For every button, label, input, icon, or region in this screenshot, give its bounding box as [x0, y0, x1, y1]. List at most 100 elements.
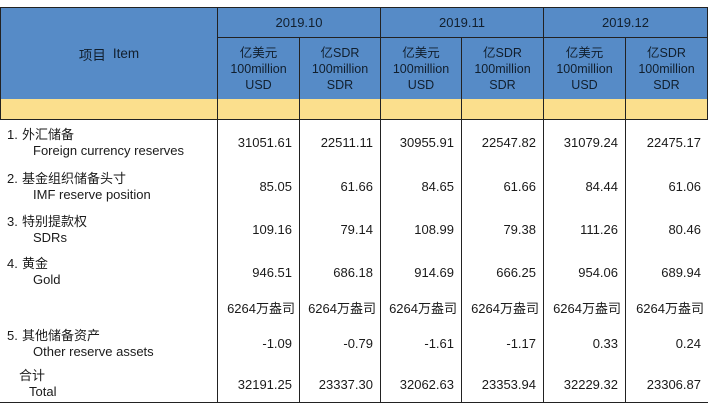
item-cell: 2. 基金组织储备头寸 IMF reserve position	[0, 165, 218, 208]
value-cell: 109.16	[218, 208, 300, 251]
value-cell: 946.51	[218, 251, 300, 293]
value-cell: 84.65	[381, 165, 462, 208]
period-header-2019-10: 2019.10	[218, 7, 381, 38]
value-cell: 80.46	[668, 222, 701, 237]
gold-volume-cell: 6264万盎司	[544, 293, 626, 321]
yellow-band-cell	[300, 99, 381, 120]
value-cell: 686.18	[300, 251, 381, 293]
unit-header-usd: 亿美元 100million USD	[381, 38, 462, 99]
gold-volume-cell: 6264万盎司	[462, 293, 544, 321]
total-value-cell: 32229.32	[544, 366, 626, 403]
gold-volume-cell: 6264万盎司	[300, 293, 381, 321]
item-cell: 5. 其他储备资产 Other reserve assets	[0, 321, 218, 366]
item-number: 2.	[7, 170, 18, 186]
item-label-en: Gold	[33, 272, 61, 287]
value-cell: 22547.82	[462, 120, 544, 165]
yellow-band-cell	[462, 99, 544, 120]
unit-line: 亿SDR	[647, 45, 686, 60]
unit-header-usd: 亿美元 100million USD	[544, 38, 626, 99]
value-cell: 954.06	[544, 251, 626, 293]
item-label-en: SDRs	[33, 229, 67, 245]
item-label-zh: 基金组织储备头寸	[22, 170, 127, 186]
total-value-cell: 23337.30	[300, 366, 381, 403]
value-cell: 79.38	[462, 208, 544, 251]
item-number: 5.	[7, 327, 18, 343]
value-cell: 108.99	[381, 208, 462, 251]
value-cell: 0.24	[675, 336, 701, 351]
unit-line: USD	[571, 77, 598, 92]
unit-line: 亿美元	[239, 45, 278, 60]
item-label-zh: 外汇储备	[22, 126, 75, 142]
item-label-zh: 黄金	[22, 256, 49, 271]
unit-line: 100million	[638, 61, 695, 76]
yellow-band-cell	[0, 99, 218, 120]
unit-line: SDR	[489, 77, 516, 92]
value-cell: 666.25	[462, 251, 544, 293]
unit-line: 亿美元	[565, 45, 604, 60]
item-label-zh: 其他储备资产	[22, 327, 101, 343]
unit-header-usd: 亿美元 100million USD	[218, 38, 300, 99]
gold-volume-cell: 6264万盎司	[218, 293, 300, 321]
item-cell: 1. 外汇储备 Foreign currency reserves	[0, 120, 218, 165]
value-cell: 31079.24	[544, 120, 626, 165]
total-item-cell: 合计 Total	[0, 366, 218, 403]
gold-volume-cell: 6264万盎司	[636, 300, 704, 316]
unit-line: USD	[245, 77, 272, 92]
item-cell-empty	[0, 293, 218, 321]
unit-line: 亿SDR	[320, 45, 360, 60]
value-cell: 84.44	[544, 165, 626, 208]
yellow-band-cell	[544, 99, 626, 120]
item-column-header: 项目 Item	[0, 7, 218, 99]
item-header-zh: 项目	[78, 47, 106, 63]
value-cell: -1.09	[218, 321, 300, 366]
unit-line: 100million	[230, 61, 287, 76]
item-cell: 3. 特别提款权 SDRs	[0, 208, 218, 251]
value-cell: -0.79	[300, 321, 381, 366]
unit-line: 100million	[474, 61, 531, 76]
unit-line: 亿SDR	[483, 45, 522, 60]
total-label-en: Total	[29, 384, 57, 399]
value-cell: 914.69	[381, 251, 462, 293]
unit-line: 100million	[392, 61, 450, 76]
item-label-en: Foreign currency reserves	[33, 142, 184, 158]
unit-header-sdr: 亿SDR 100million SDR	[626, 38, 708, 99]
value-cell: -1.61	[381, 321, 462, 366]
item-number: 4.	[7, 256, 18, 271]
period-header-2019-12: 2019.12	[544, 7, 708, 38]
value-cell: 0.33	[544, 321, 626, 366]
value-cell: 689.94	[661, 264, 701, 280]
unit-line: 亿美元	[402, 45, 440, 60]
value-cell: 61.66	[462, 165, 544, 208]
gold-volume-cell: 6264万盎司	[381, 293, 462, 321]
value-cell: 61.66	[300, 165, 381, 208]
total-label-zh: 合计	[19, 368, 46, 383]
value-cell: 22511.11	[300, 120, 381, 165]
item-label-en: Other reserve assets	[33, 343, 154, 359]
reserves-table: 项目 Item 2019.10 2019.11 2019.12 亿美元 100m…	[0, 7, 708, 403]
value-cell: 111.26	[544, 208, 626, 251]
item-header-en: Item	[112, 46, 140, 61]
value-cell: 79.14	[300, 208, 381, 251]
value-cell: 61.06	[668, 179, 701, 194]
item-number: 3.	[7, 213, 18, 229]
unit-line: SDR	[653, 77, 680, 92]
total-value-cell: 23353.94	[462, 366, 544, 403]
period-header-2019-11: 2019.11	[381, 7, 544, 38]
item-cell: 4. 黄金 Gold	[0, 251, 218, 293]
item-label-zh: 特别提款权	[22, 213, 88, 229]
value-cell: 31051.61	[218, 120, 300, 165]
value-cell: 30955.91	[381, 120, 462, 165]
total-value-cell: 32062.63	[381, 366, 462, 403]
total-value-cell: 32191.25	[218, 366, 300, 403]
value-cell: 22475.17	[646, 135, 701, 150]
unit-header-sdr: 亿SDR 100million SDR	[300, 38, 381, 99]
unit-header-sdr: 亿SDR 100million SDR	[462, 38, 544, 99]
yellow-band-cell	[626, 99, 708, 120]
unit-line: 100million	[556, 61, 613, 76]
unit-line: SDR	[326, 77, 354, 92]
value-cell: 85.05	[218, 165, 300, 208]
item-number: 1.	[7, 126, 18, 142]
unit-line: USD	[407, 77, 435, 92]
unit-line: 100million	[311, 61, 369, 76]
